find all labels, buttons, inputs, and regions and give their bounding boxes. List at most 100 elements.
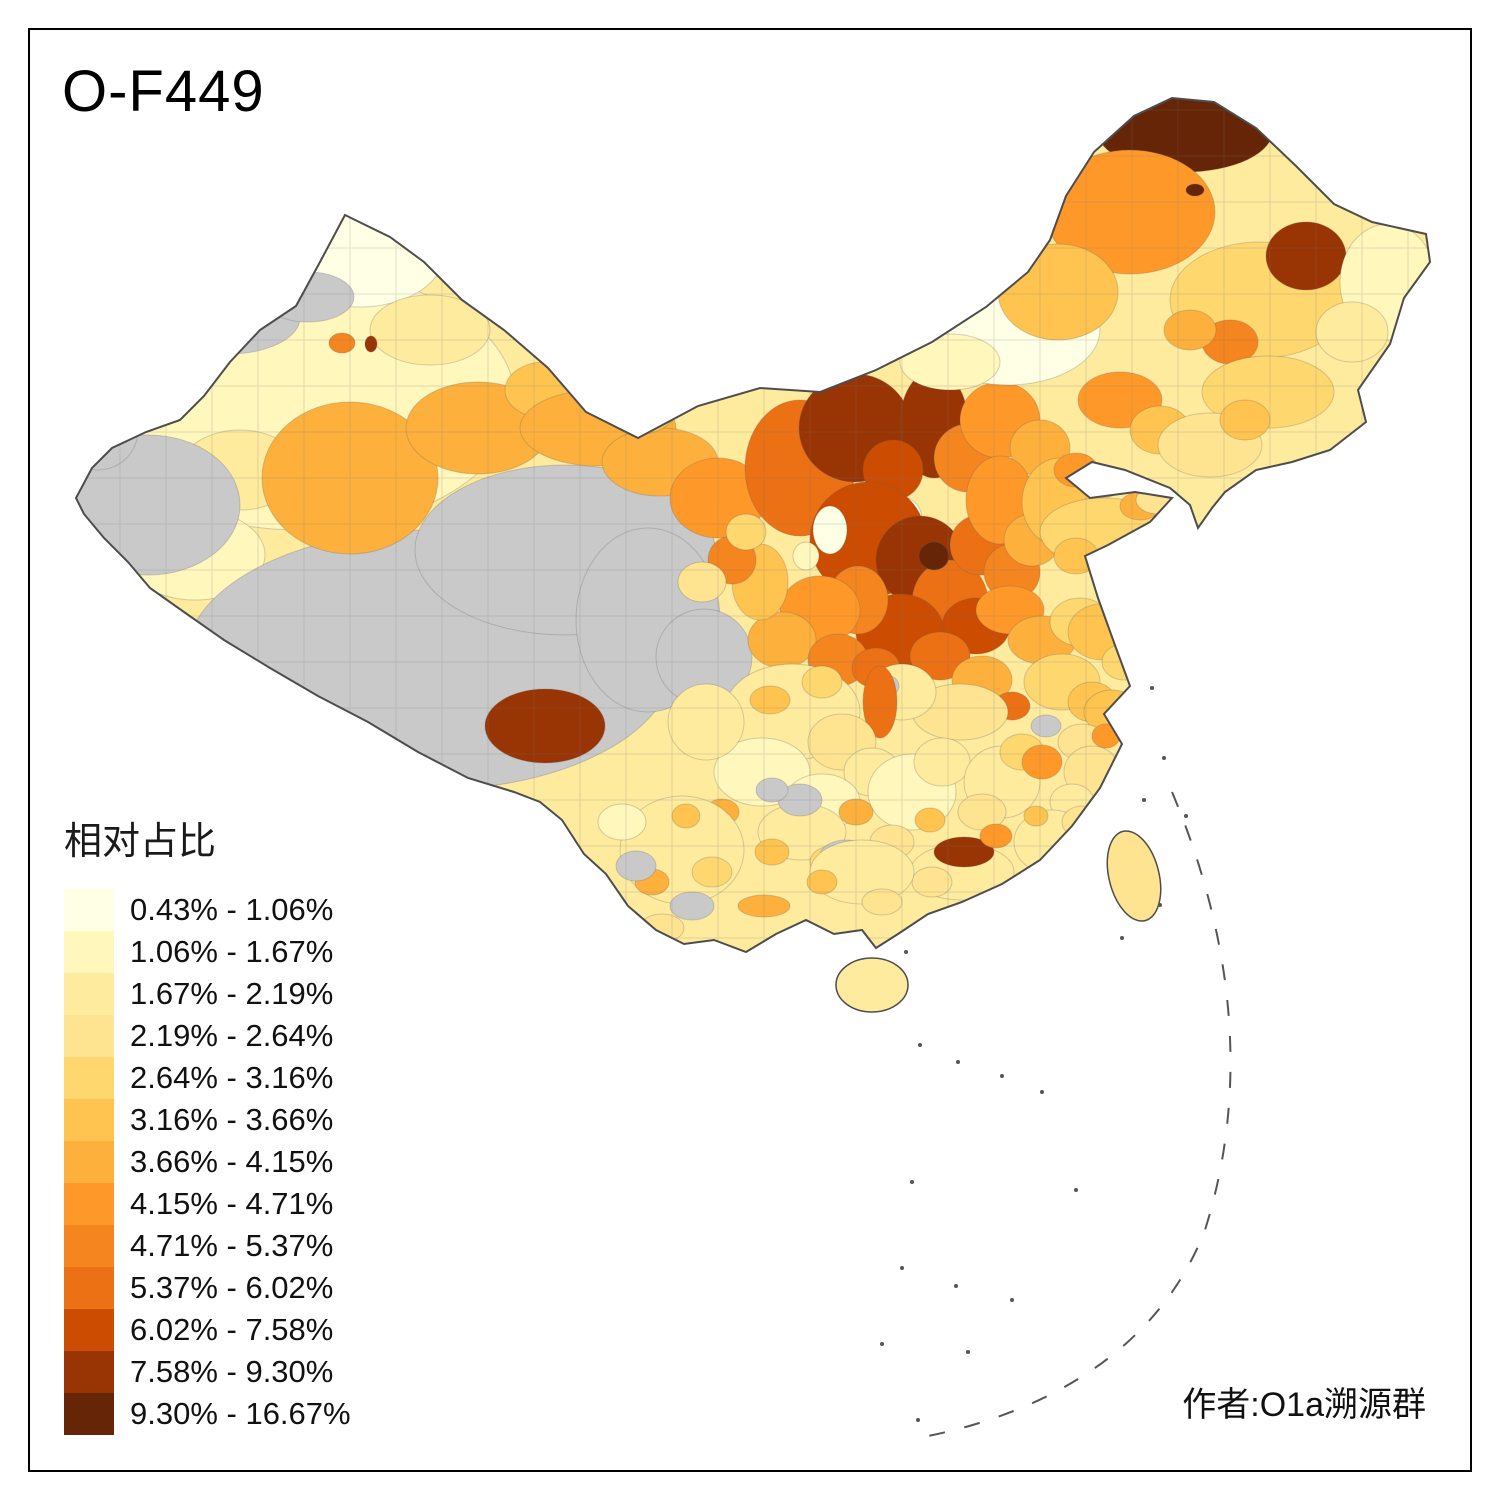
legend-range-label: 3.16% - 3.66% [130, 1102, 334, 1137]
legend-item: 6.02% - 7.58% [64, 1309, 351, 1351]
map-region [911, 866, 953, 898]
legend-items: 0.43% - 1.06% 1.06% - 1.67% 1.67% - 2.19% 2… [64, 889, 351, 1435]
map-region [669, 891, 715, 921]
map-region [1219, 399, 1271, 441]
map-region [1053, 452, 1099, 488]
map-region [671, 803, 701, 829]
legend-swatch [64, 1267, 114, 1309]
map-region [1315, 301, 1389, 363]
map-region [1030, 714, 1062, 738]
map-region [957, 793, 1007, 831]
sea-dash-line [917, 791, 1232, 1439]
legend-range-label: 1.67% - 2.19% [130, 976, 334, 1011]
map-region [979, 823, 1013, 849]
legend-swatch [64, 1393, 114, 1435]
legend-range-label: 4.15% - 4.71% [130, 1186, 334, 1221]
islet-dot [918, 1043, 922, 1047]
map-region [1091, 723, 1121, 749]
islet-dot [1074, 1188, 1078, 1192]
map-region [737, 894, 791, 918]
map-region [364, 335, 378, 353]
islet-dot [1162, 756, 1166, 760]
map-region [1053, 537, 1099, 575]
map-region [369, 294, 491, 366]
map-region [1021, 744, 1063, 780]
figure-border [28, 28, 1472, 1472]
legend-title: 相对占比 [64, 821, 217, 863]
map-region [261, 271, 355, 323]
legend-swatch [64, 889, 114, 931]
legend-range-label: 0.43% - 1.06% [130, 892, 334, 927]
legend-swatch [64, 1225, 114, 1267]
map-region [754, 838, 790, 866]
map-region [725, 513, 767, 551]
legend-swatch [64, 1099, 114, 1141]
map-region [1265, 221, 1347, 291]
legend: 相对占比 0.43% - 1.06% 1.06% - 1.67% 1.67% - 2… [64, 810, 351, 1435]
map-region [1163, 309, 1217, 351]
legend-item: 4.15% - 4.71% [64, 1183, 351, 1225]
map-region [918, 541, 950, 571]
legend-range-label: 4.71% - 5.37% [130, 1228, 334, 1263]
map-region [809, 839, 915, 905]
islet-dot [916, 1418, 920, 1422]
islet-dot [1120, 936, 1124, 940]
islet-dot [1040, 1090, 1044, 1094]
legend-range-label: 3.66% - 4.15% [130, 1144, 334, 1179]
legend-item: 3.66% - 4.15% [64, 1141, 351, 1183]
legend-range-label: 2.19% - 2.64% [130, 1018, 334, 1053]
legend-item: 0.43% - 1.06% [64, 889, 351, 931]
legend-swatch [64, 1309, 114, 1351]
map-region [677, 561, 727, 603]
map-region [1023, 805, 1049, 827]
map-region [76, 389, 139, 471]
islet-dot [900, 1266, 904, 1270]
legend-range-label: 6.02% - 7.58% [130, 1312, 334, 1347]
legend-item: 3.16% - 3.66% [64, 1099, 351, 1141]
legend-swatch [64, 1141, 114, 1183]
national-border [74, 96, 1432, 954]
map-region [691, 856, 733, 888]
islet-dot [1184, 814, 1188, 818]
legend-swatch [64, 1351, 114, 1393]
islet-dot [1142, 798, 1146, 802]
island-region [835, 957, 909, 1013]
map-region [801, 665, 843, 699]
legend-item: 4.71% - 5.37% [64, 1225, 351, 1267]
islet-dot [910, 1180, 914, 1184]
legend-swatch [64, 931, 114, 973]
map-region [1067, 603, 1137, 661]
islet-dot [904, 950, 908, 954]
map-region [933, 836, 995, 868]
map-region [792, 541, 820, 571]
legend-range-label: 2.64% - 3.16% [130, 1060, 334, 1095]
legend-range-label: 7.58% - 9.30% [130, 1354, 334, 1389]
legend-swatch [64, 1057, 114, 1099]
legend-item: 2.64% - 3.16% [64, 1057, 351, 1099]
islet-dot [1158, 903, 1162, 907]
map-region [997, 243, 1119, 341]
map-region [615, 850, 657, 882]
islet-dot [1150, 686, 1154, 690]
map-region [899, 333, 1001, 391]
islet-dot [880, 1342, 884, 1346]
map-region [755, 777, 789, 803]
legend-item: 9.30% - 16.67% [64, 1393, 351, 1435]
map-region [274, 196, 446, 308]
island-region [1106, 830, 1162, 922]
legend-swatch [64, 973, 114, 1015]
legend-item: 2.19% - 2.64% [64, 1015, 351, 1057]
map-region [806, 869, 838, 895]
map-region [862, 665, 898, 739]
map-region [1185, 183, 1205, 197]
map-region [597, 803, 647, 841]
map-region [1081, 465, 1123, 499]
map-region [328, 332, 356, 354]
islet-dot [954, 1284, 958, 1288]
islet-dot [1000, 1074, 1004, 1078]
legend-range-label: 1.06% - 1.67% [130, 934, 334, 969]
islet-dot [1010, 1298, 1014, 1302]
map-region [909, 631, 971, 681]
